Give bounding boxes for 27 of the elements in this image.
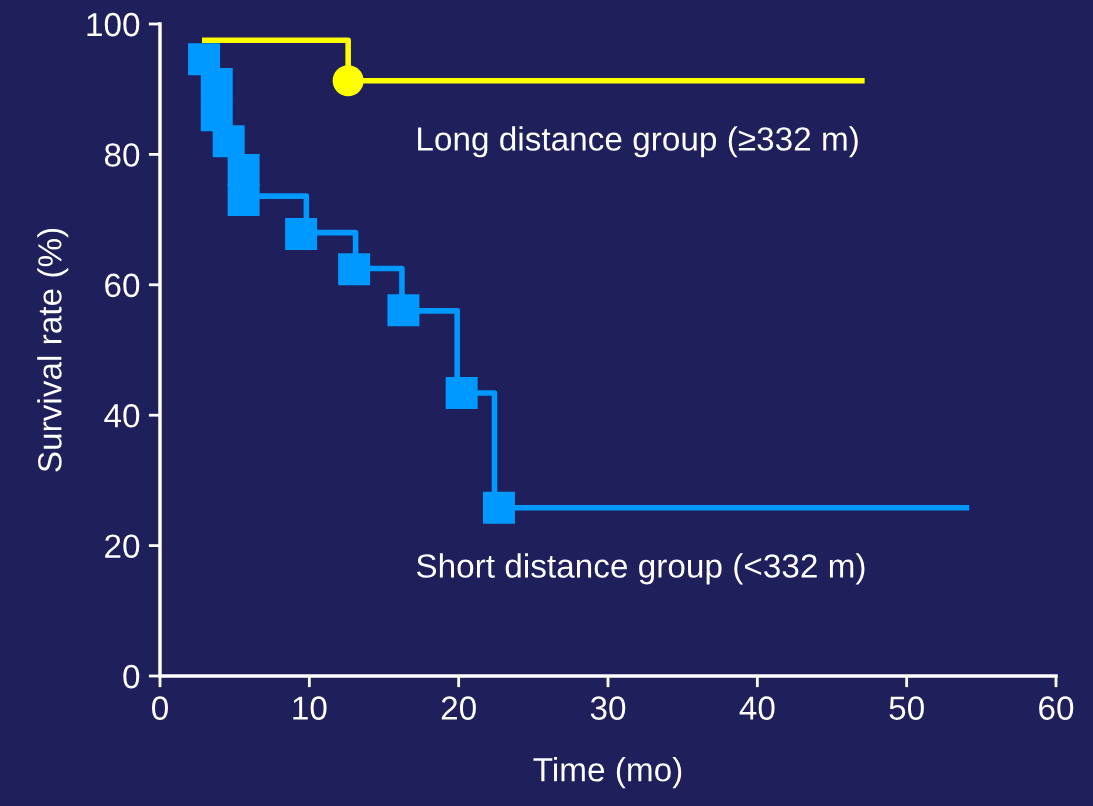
point bbox=[387, 294, 420, 327]
y-tick-label: 80 bbox=[104, 143, 140, 167]
x-axis-title: Time (mo) bbox=[533, 757, 682, 789]
point bbox=[227, 154, 260, 187]
x-tick-label: 20 bbox=[441, 696, 476, 720]
point bbox=[200, 68, 233, 100]
point bbox=[445, 377, 478, 410]
x-tick-label: 40 bbox=[739, 696, 775, 720]
point bbox=[227, 184, 260, 217]
y-tick-label: 60 bbox=[105, 273, 140, 298]
series-label: Short distance group (<332 m) bbox=[416, 553, 865, 585]
y-tick-label: 40 bbox=[104, 404, 140, 428]
point bbox=[285, 217, 318, 250]
y-tick-label: 20 bbox=[105, 534, 140, 559]
x-tick-label: 0 bbox=[152, 696, 168, 720]
y-axis-title: Survival rate (%) bbox=[37, 228, 69, 472]
x-tick-label: 30 bbox=[590, 696, 626, 720]
point bbox=[483, 491, 515, 524]
point bbox=[212, 125, 245, 158]
x-tick-label: 10 bbox=[293, 696, 327, 720]
x-tick-label: 50 bbox=[889, 696, 924, 720]
y-tick-label: 100 bbox=[87, 12, 140, 37]
point bbox=[338, 253, 371, 286]
point bbox=[332, 65, 364, 97]
x-tick-label: 60 bbox=[1039, 696, 1074, 720]
y-tick-label: 0 bbox=[123, 664, 140, 689]
series-label: Long distance group (≥332 m) bbox=[418, 126, 858, 158]
